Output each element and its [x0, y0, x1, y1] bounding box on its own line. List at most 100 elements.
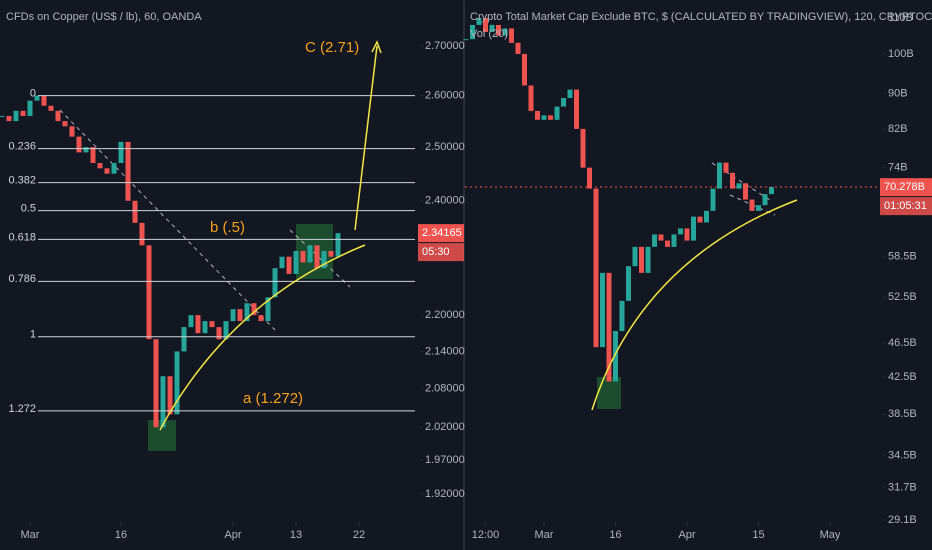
candle: [307, 245, 313, 263]
candle: [509, 28, 514, 43]
candle: [554, 106, 560, 120]
candle: [258, 315, 264, 322]
candle: [20, 110, 26, 116]
candle: [223, 321, 229, 340]
candle: [769, 187, 774, 195]
x-tick-label: Mar: [21, 529, 40, 541]
price-tag: [418, 224, 464, 243]
y-tick-label: 2.14000: [425, 345, 465, 357]
candle: [279, 256, 285, 269]
candle: [139, 222, 145, 246]
y-tick-label: 1.97000: [425, 454, 465, 466]
price-tag-label: 70.278B: [884, 181, 925, 193]
candle: [251, 303, 257, 316]
countdown-tag: [418, 243, 464, 262]
y-tick-label: 74B: [888, 162, 908, 174]
y-tick-label: 42.5B: [888, 371, 917, 383]
x-tick-label: Apr: [678, 529, 695, 541]
fib-label: 0.5: [21, 203, 36, 215]
candle: [188, 315, 194, 328]
candle: [528, 85, 534, 111]
zone-box: [597, 377, 621, 409]
candle: [90, 147, 96, 163]
candle: [181, 327, 187, 352]
trend-line: [59, 109, 276, 331]
candle: [209, 321, 215, 328]
candle: [548, 115, 553, 120]
candle: [587, 167, 592, 189]
candle: [293, 250, 299, 274]
candle: [704, 210, 709, 223]
annotation: b (.5): [210, 219, 245, 236]
chart-title: Crypto Total Market Cap Exclude BTC, $ (…: [470, 11, 932, 23]
candle: [118, 141, 124, 163]
candle: [153, 339, 159, 428]
candle: [541, 115, 547, 120]
candle: [522, 53, 527, 86]
candle: [723, 162, 729, 173]
candle: [632, 246, 638, 267]
candle: [684, 228, 690, 241]
candle: [125, 141, 131, 201]
candle: [502, 28, 508, 36]
candle: [697, 216, 703, 223]
y-tick-label: 2.70000: [425, 40, 465, 52]
fib-label: 0.786: [8, 273, 36, 285]
trend-line: [289, 229, 351, 288]
candle: [69, 126, 75, 137]
candle: [335, 233, 341, 257]
left-panel: 2.70000 2.60000 2.50000 2.40000 2.20000 2.140…: [0, 40, 465, 541]
candle: [580, 128, 586, 168]
y-tick-label: 58.5B: [888, 250, 917, 262]
y-tick-label: 2.60000: [425, 89, 465, 101]
candle: [496, 24, 501, 36]
fib-label: 0.236: [8, 141, 36, 153]
candle: [83, 147, 89, 153]
candle: [0, 115, 5, 117]
x-tick-label: Mar: [535, 529, 554, 541]
y-tick-label: 2.02000: [425, 421, 465, 433]
candle: [691, 216, 696, 241]
candle: [13, 110, 19, 122]
y-tick-label: 90B: [888, 88, 908, 100]
candle: [535, 110, 540, 120]
candle: [756, 205, 761, 211]
curve: [591, 199, 798, 411]
candle: [743, 183, 748, 200]
candle: [489, 24, 495, 32]
arrow: [354, 40, 382, 231]
y-tick-label: 29.1B: [888, 514, 917, 526]
candle: [645, 246, 651, 273]
candle: [515, 42, 521, 54]
x-tick-label: 16: [609, 529, 621, 541]
candle: [619, 300, 625, 332]
candle: [55, 110, 61, 122]
y-tick-label: 110B: [888, 12, 913, 24]
countdown-label: 05:30: [422, 246, 450, 258]
x-tick-label: 15: [752, 529, 764, 541]
candle: [111, 162, 117, 174]
candle: [463, 39, 469, 41]
candle: [678, 228, 683, 235]
annotation: C (2.71): [305, 39, 359, 56]
indicator-label: Vol (20): [470, 28, 508, 40]
x-tick-label: 22: [353, 529, 365, 541]
y-tick-label: 34.5B: [888, 450, 917, 462]
y-tick-label: 100B: [888, 48, 914, 60]
candle: [230, 309, 236, 322]
right-panel: 110B 100B 90B 82B 74B 58.5B 52.5B 46.5B 42.5B 38.…: [463, 12, 932, 541]
fib-label: 0.618: [8, 231, 36, 243]
candle: [286, 256, 292, 274]
y-tick-label: 2.20000: [425, 309, 465, 321]
countdown-label: 01:05:31: [884, 200, 927, 212]
candle: [561, 97, 566, 107]
y-tick-label: 46.5B: [888, 337, 917, 349]
x-tick-label: May: [820, 529, 841, 541]
candle: [652, 234, 657, 247]
candle: [639, 246, 644, 273]
candle: [167, 376, 173, 415]
annotation: a (1.272): [243, 390, 303, 407]
candle: [665, 240, 670, 247]
candle: [736, 183, 742, 189]
